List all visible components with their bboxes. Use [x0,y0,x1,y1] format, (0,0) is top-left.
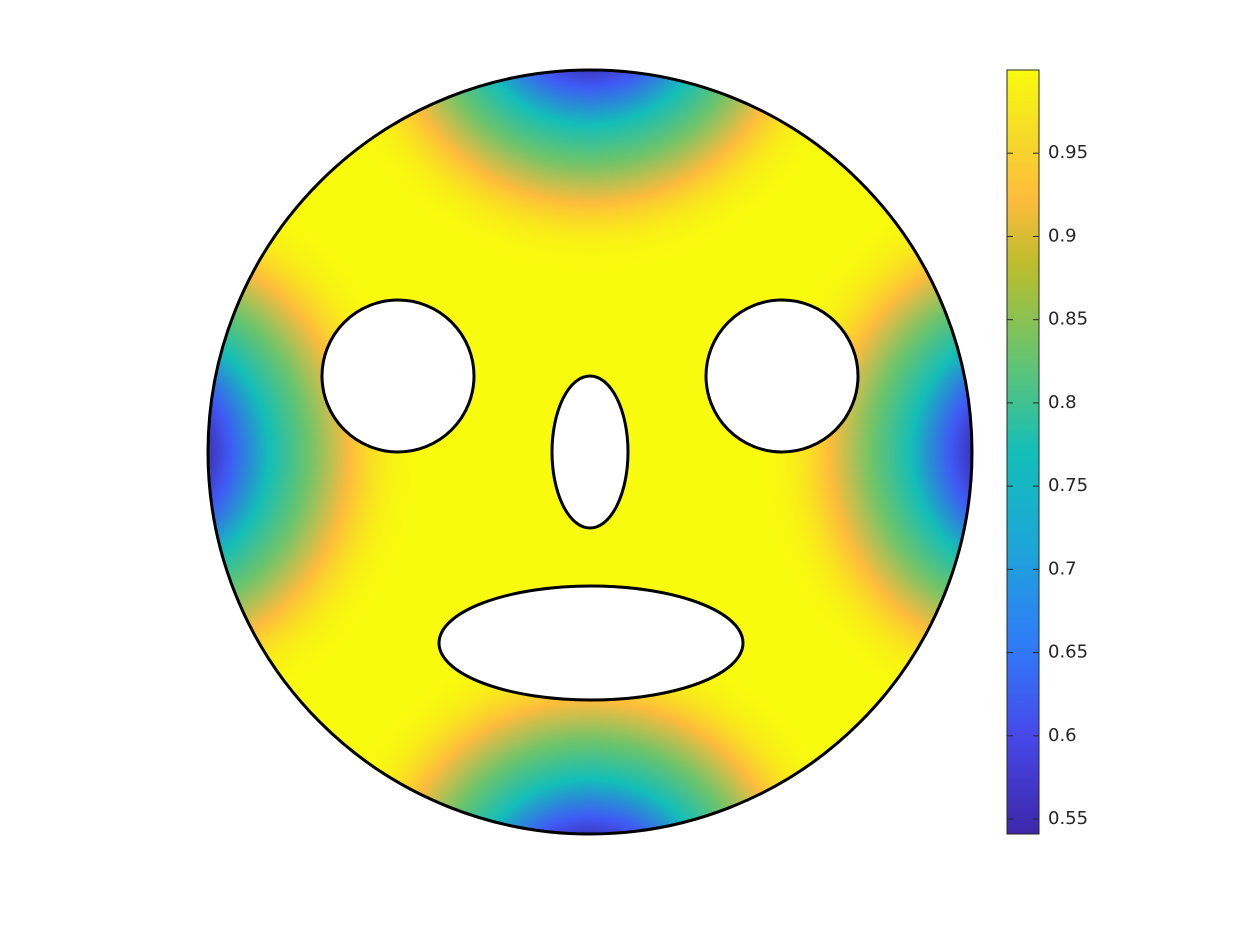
colorbar-tick-label: 0.6 [1048,725,1077,746]
colorbar-tick-label: 0.8 [1048,392,1077,413]
colorbar-tick-label: 0.7 [1048,558,1077,579]
colorbar-tick-label: 0.55 [1048,808,1088,829]
colorbar [1006,69,1040,835]
domain-boundary [206,68,974,836]
colorbar-tick-label: 0.75 [1048,475,1088,496]
colorbar-tick-label: 0.95 [1048,142,1088,163]
colorbar-tick-label: 0.85 [1048,309,1088,330]
colorbar-tick-label: 0.65 [1048,642,1088,663]
colorbar-tick-label: 0.9 [1048,225,1077,246]
